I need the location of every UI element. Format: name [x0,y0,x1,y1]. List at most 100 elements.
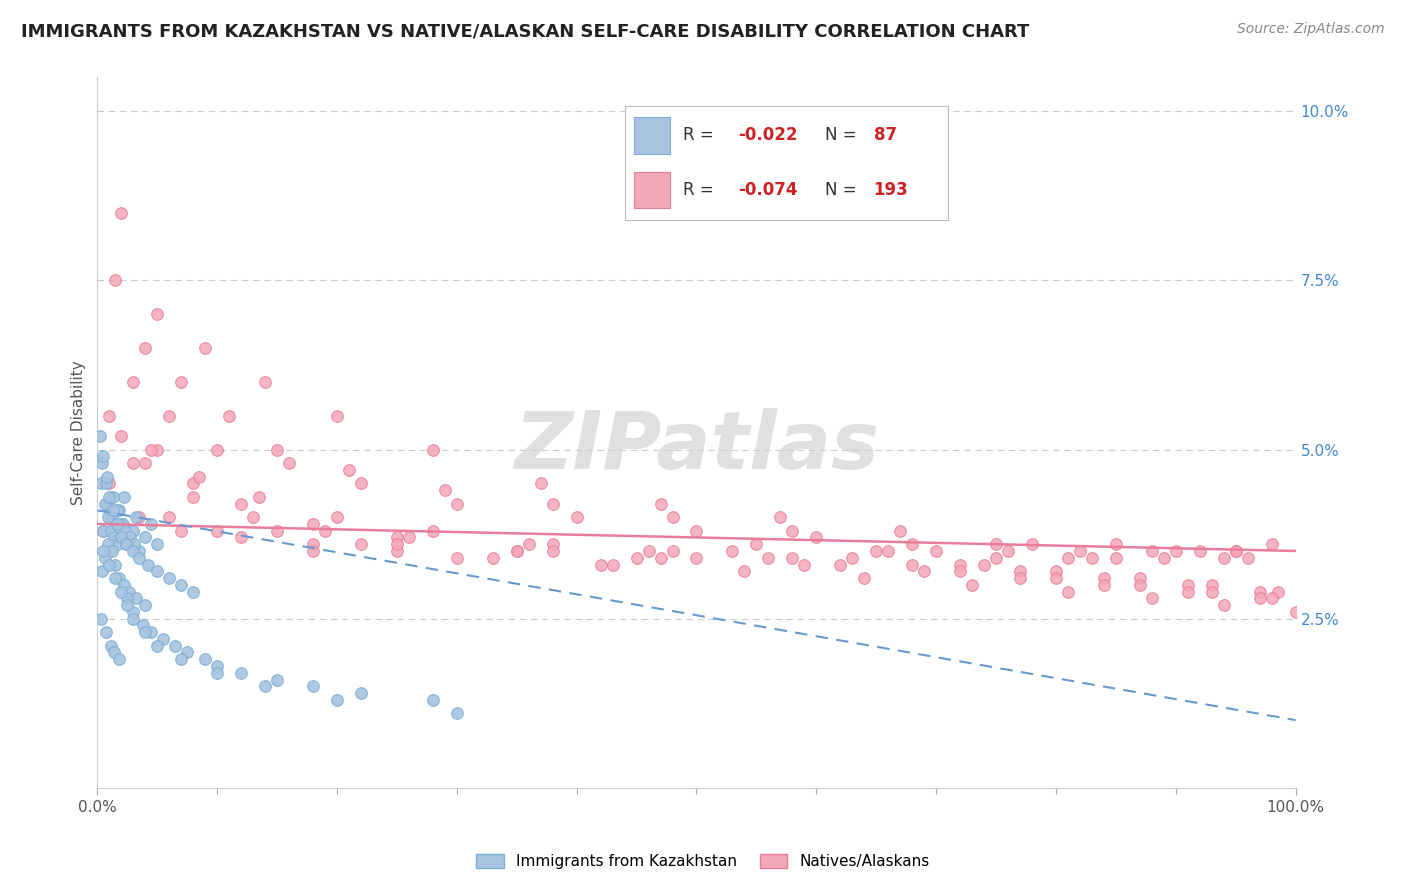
Point [314,524,336,538]
Point [326,693,349,707]
Point [98,558,121,572]
Point [517,537,540,551]
Point [1045,564,1067,578]
Point [1081,550,1104,565]
Point [118,531,141,545]
Point [122,375,145,389]
Point [1260,591,1282,606]
Point [506,544,529,558]
Point [398,531,420,545]
Point [94,625,117,640]
Point [110,531,132,545]
Point [541,544,564,558]
Point [949,564,972,578]
Point [650,550,672,565]
Point [481,550,503,565]
Point [350,537,373,551]
Point [385,544,408,558]
Point [1057,584,1080,599]
Point [110,429,132,443]
Point [1045,571,1067,585]
Point [589,558,612,572]
Point [266,524,288,538]
Point [108,516,131,531]
Point [176,645,198,659]
Point [1212,550,1234,565]
Point [104,273,127,287]
Point [181,584,204,599]
Point [960,578,983,592]
Point [107,537,129,551]
Point [122,456,145,470]
Point [901,558,924,572]
Point [350,686,373,700]
Point [194,341,217,355]
Point [122,605,145,619]
Point [122,544,145,558]
Point [141,516,163,531]
Point [100,544,122,558]
Text: IMMIGRANTS FROM KAZAKHSTAN VS NATIVE/ALASKAN SELF-CARE DISABILITY CORRELATION CH: IMMIGRANTS FROM KAZAKHSTAN VS NATIVE/ALA… [21,22,1029,40]
Point [984,537,1007,551]
Point [1057,550,1080,565]
Point [218,409,240,423]
Point [103,531,125,545]
Point [100,524,122,538]
Point [973,558,995,572]
Point [152,632,174,646]
Point [733,564,755,578]
Point [326,409,349,423]
Point [1236,550,1258,565]
Point [1008,571,1031,585]
Point [89,429,111,443]
Point [266,673,288,687]
Point [541,497,564,511]
Point [231,665,253,680]
Point [188,469,211,483]
Point [181,490,204,504]
Point [134,531,156,545]
Point [157,409,180,423]
Point [433,483,456,497]
Point [134,598,156,612]
Point [96,497,118,511]
Point [128,550,150,565]
Point [141,442,163,457]
Point [91,456,114,470]
Point [385,531,408,545]
Point [1140,544,1163,558]
Point [422,524,444,538]
Point [98,476,121,491]
Point [302,679,325,693]
Point [146,639,169,653]
Point [506,544,529,558]
Point [806,531,828,545]
Point [103,645,125,659]
Point [96,497,118,511]
Point [170,375,193,389]
Point [205,524,228,538]
Point [782,524,804,538]
Point [231,497,253,511]
Point [108,503,131,517]
Point [422,693,444,707]
Point [122,612,145,626]
Point [104,571,127,585]
Point [446,550,468,565]
Point [254,679,277,693]
Point [685,524,707,538]
Point [685,550,707,565]
Point [949,558,972,572]
Point [1092,578,1115,592]
Point [117,591,139,606]
Point [125,591,148,606]
Point [1140,591,1163,606]
Point [901,537,924,551]
Point [146,307,169,321]
Point [350,476,373,491]
Point [117,598,139,612]
Point [100,639,122,653]
Point [205,665,228,680]
Point [104,516,127,531]
Point [925,544,948,558]
